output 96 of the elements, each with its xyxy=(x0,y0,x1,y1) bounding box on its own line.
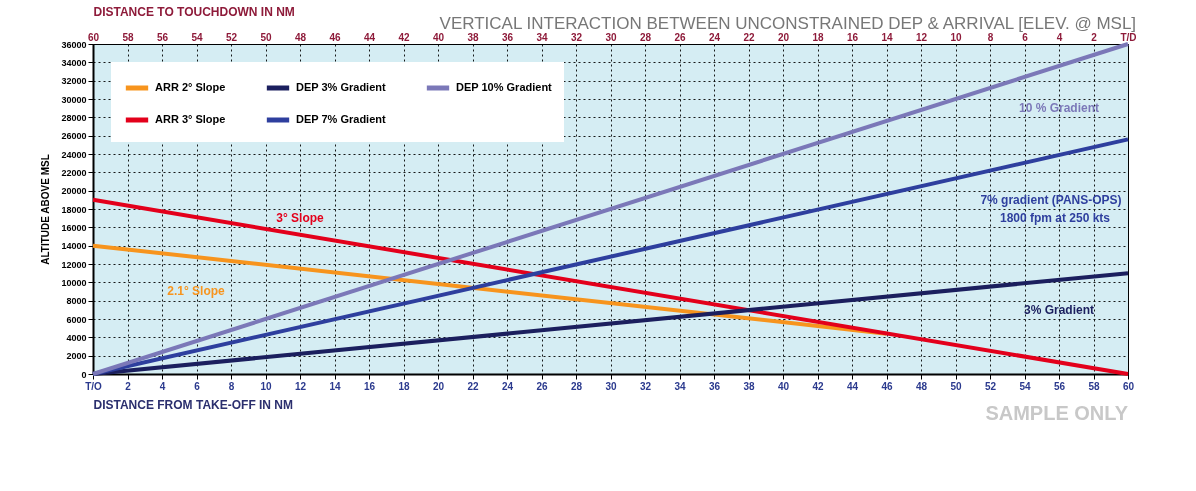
annotation: 7% gradient (PANS-OPS) xyxy=(980,193,1122,207)
x2-tick-label: 38 xyxy=(467,31,479,43)
y-tick-label: 0 xyxy=(81,369,87,380)
y-tick-label: 26000 xyxy=(61,131,87,142)
y-tick-label: 16000 xyxy=(61,222,87,233)
x2-tick-label: 56 xyxy=(156,31,169,43)
x-tick-label: 32 xyxy=(639,380,652,392)
x2-tick-label: 16 xyxy=(846,31,859,43)
x-tick-label: 44 xyxy=(846,380,859,392)
x2-tick-label: 26 xyxy=(674,31,686,43)
y-tick-label: 24000 xyxy=(61,149,87,160)
x-tick-label: T/O xyxy=(85,380,103,392)
x2-tick-label: 32 xyxy=(570,31,583,43)
x-tick-label: 58 xyxy=(1088,380,1100,392)
legend-label: DEP 7% Gradient xyxy=(296,113,386,125)
x-tick-label: 42 xyxy=(812,380,824,392)
x2-tick-label: 42 xyxy=(398,31,410,43)
x2-tick-label: T/D xyxy=(1120,31,1137,43)
y-tick-label: 14000 xyxy=(61,241,87,252)
x2-tick-label: 44 xyxy=(363,31,376,43)
x2-tick-label: 18 xyxy=(812,31,824,43)
x2-tick-label: 46 xyxy=(329,31,341,43)
x2-tick-label: 4 xyxy=(1056,31,1063,43)
x-tick-label: 6 xyxy=(194,380,201,392)
x-tick-label: 10 xyxy=(260,380,272,392)
x-tick-label: 52 xyxy=(984,380,997,392)
x2-tick-label: 8 xyxy=(987,31,994,43)
x-tick-label: 38 xyxy=(743,380,755,392)
y-tick-label: 32000 xyxy=(61,76,87,87)
y-tick-label: 36000 xyxy=(61,39,87,50)
x2-tick-label: 50 xyxy=(260,31,272,43)
x2-tick-label: 30 xyxy=(605,31,617,43)
y-tick-label: 10000 xyxy=(61,277,87,288)
x-tick-label: 46 xyxy=(881,380,893,392)
x-tick-label: 50 xyxy=(950,380,962,392)
x2-tick-label: 10 xyxy=(950,31,962,43)
annotation: 1800 fpm at 250 kts xyxy=(999,211,1111,225)
x-tick-label: 60 xyxy=(1122,380,1135,392)
x-tick-label: 8 xyxy=(228,380,235,392)
x2-tick-label: 48 xyxy=(294,31,307,43)
x2-tick-label: 6 xyxy=(1022,31,1029,43)
x2-tick-label: 54 xyxy=(191,31,203,43)
x-tick-label: 14 xyxy=(329,380,341,392)
x2-tick-label: 36 xyxy=(501,31,514,43)
legend-label: DEP 10% Gradient xyxy=(456,81,553,93)
y-tick-label: 34000 xyxy=(61,57,87,68)
x-tick-label: 54 xyxy=(1019,380,1031,392)
x-tick-label: 16 xyxy=(363,380,376,392)
y-tick-label: 8000 xyxy=(66,296,87,307)
x-tick-label: 26 xyxy=(536,380,548,392)
x2-tick-label: 58 xyxy=(122,31,134,43)
x-tick-label: 24 xyxy=(501,380,514,392)
x-tick-label: 40 xyxy=(777,380,790,392)
y-tick-label: 22000 xyxy=(61,167,87,178)
y-tick-label: 4000 xyxy=(66,332,87,343)
x2-tick-label: 52 xyxy=(225,31,238,43)
x2-axis-title: DISTANCE TO TOUCHDOWN IN NM xyxy=(93,4,295,19)
x-tick-label: 36 xyxy=(708,380,721,392)
y-tick-label: 28000 xyxy=(61,112,87,123)
y-tick-label: 18000 xyxy=(61,204,87,215)
x2-tick-label: 14 xyxy=(881,31,893,43)
annotation: 2.1° Slope xyxy=(167,284,226,298)
x2-tick-label: 60 xyxy=(87,31,100,43)
x-tick-label: 20 xyxy=(432,380,445,392)
annotation: 10 % Gradient xyxy=(1018,101,1100,115)
chart-title: VERTICAL INTERACTION BETWEEN UNCONSTRAINED DEP & ARRIVAL [ELEV. @ MSL] xyxy=(439,14,1137,33)
x2-tick-label: 12 xyxy=(915,31,928,43)
x-tick-label: 2 xyxy=(125,380,132,392)
x-tick-label: 4 xyxy=(159,380,166,392)
annotation: 3° Slope xyxy=(276,211,325,225)
x2-tick-label: 34 xyxy=(536,31,548,43)
x2-tick-label: 20 xyxy=(777,31,790,43)
x-tick-label: 30 xyxy=(605,380,617,392)
y-tick-label: 20000 xyxy=(61,186,87,197)
y-tick-label: 30000 xyxy=(61,94,87,105)
x-tick-label: 56 xyxy=(1053,380,1066,392)
legend-label: DEP 3% Gradient xyxy=(296,81,386,93)
x-axis-title: DISTANCE FROM TAKE-OFF IN NM xyxy=(93,397,294,412)
y-tick-label: 12000 xyxy=(61,259,87,270)
x-tick-label: 12 xyxy=(294,380,307,392)
x-tick-label: 28 xyxy=(570,380,583,392)
legend-label: ARR 3° Slope xyxy=(155,113,226,125)
x-tick-label: 18 xyxy=(398,380,410,392)
x2-tick-label: 28 xyxy=(639,31,652,43)
legend-label: ARR 2° Slope xyxy=(155,81,226,93)
y-tick-label: 6000 xyxy=(66,314,87,325)
x2-tick-label: 24 xyxy=(708,31,721,43)
x-tick-label: 22 xyxy=(467,380,479,392)
x2-tick-label: 2 xyxy=(1091,31,1098,43)
x-tick-label: 34 xyxy=(674,380,686,392)
x2-tick-label: 40 xyxy=(432,31,445,43)
x-tick-label: 48 xyxy=(915,380,928,392)
y-tick-label: 2000 xyxy=(66,351,87,362)
annotation: 3% Gradient xyxy=(1023,303,1095,317)
y-axis-title: ALTITUDE ABOVE MSL xyxy=(40,154,52,265)
x2-tick-label: 22 xyxy=(743,31,755,43)
